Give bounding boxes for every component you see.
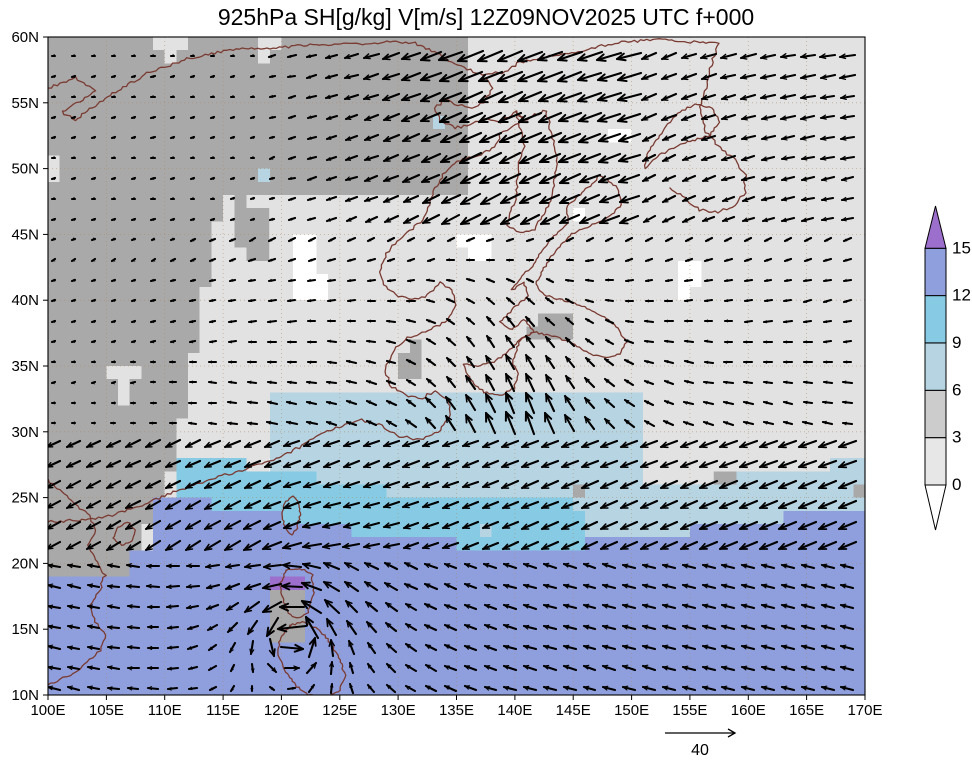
svg-text:40N: 40N xyxy=(11,292,39,309)
svg-text:15N: 15N xyxy=(11,621,39,638)
svg-text:125E: 125E xyxy=(322,702,357,719)
svg-text:40: 40 xyxy=(691,742,709,759)
svg-text:170E: 170E xyxy=(847,702,882,719)
svg-text:9: 9 xyxy=(952,333,961,352)
svg-text:105E: 105E xyxy=(89,702,124,719)
svg-text:115E: 115E xyxy=(206,702,240,719)
svg-text:160E: 160E xyxy=(731,702,766,719)
svg-text:60N: 60N xyxy=(11,29,39,46)
svg-text:100E: 100E xyxy=(30,702,65,719)
svg-text:3: 3 xyxy=(952,428,961,447)
svg-text:150E: 150E xyxy=(614,702,649,719)
svg-text:50N: 50N xyxy=(11,161,39,178)
svg-text:55N: 55N xyxy=(11,95,39,112)
svg-text:130E: 130E xyxy=(381,702,416,719)
svg-text:140E: 140E xyxy=(497,702,532,719)
svg-text:25N: 25N xyxy=(11,490,39,507)
svg-text:165E: 165E xyxy=(789,702,824,719)
svg-text:35N: 35N xyxy=(11,358,39,375)
svg-text:12: 12 xyxy=(952,286,971,305)
svg-text:155E: 155E xyxy=(672,702,707,719)
svg-text:145E: 145E xyxy=(556,702,591,719)
svg-text:30N: 30N xyxy=(11,424,39,441)
svg-text:6: 6 xyxy=(952,380,961,399)
svg-text:925hPa SH[g/kg] V[m/s] 12Z09NO: 925hPa SH[g/kg] V[m/s] 12Z09NOV2025 UTC … xyxy=(218,4,754,30)
svg-text:15: 15 xyxy=(952,238,971,257)
svg-text:135E: 135E xyxy=(439,702,474,719)
svg-text:45N: 45N xyxy=(11,226,39,243)
svg-text:110E: 110E xyxy=(148,702,182,719)
svg-text:10N: 10N xyxy=(11,687,39,704)
svg-text:120E: 120E xyxy=(264,702,299,719)
svg-text:0: 0 xyxy=(952,475,961,494)
svg-text:20N: 20N xyxy=(11,555,39,572)
